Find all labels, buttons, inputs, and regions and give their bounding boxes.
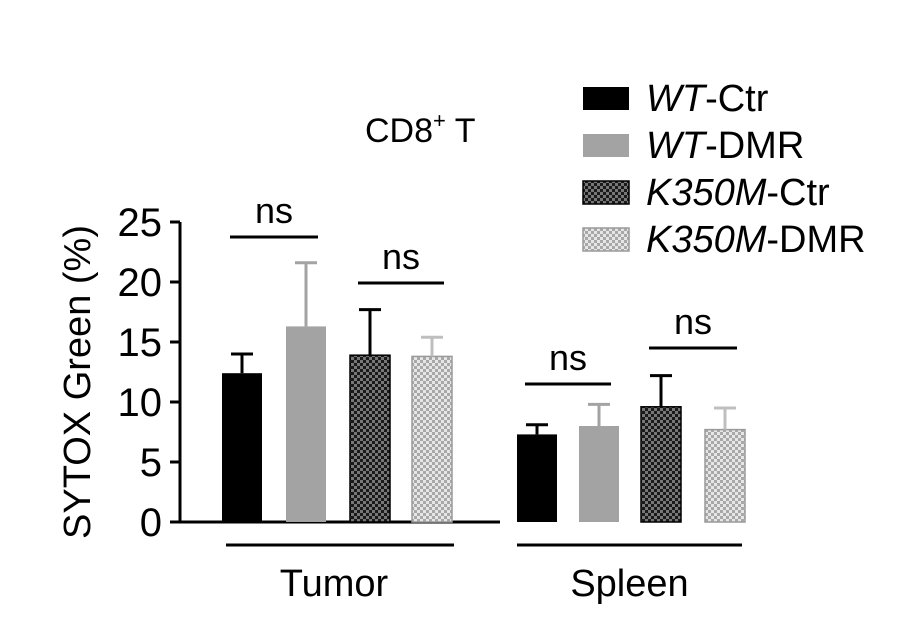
significance-label: ns (549, 337, 587, 378)
bars (222, 326, 746, 523)
legend-label: WT-DMR (646, 125, 804, 167)
significance-label: ns (674, 301, 712, 342)
y-tick-label: 25 (118, 201, 163, 245)
y-tick-label: 20 (118, 261, 163, 305)
y-axis-label: SYTOX Green (%) (57, 225, 99, 539)
bar (286, 326, 326, 522)
legend-label: K350M-Ctr (646, 172, 830, 214)
group-label: Tumor (280, 563, 389, 605)
significance-annotations: ns ns ns ns (230, 190, 737, 386)
legend-swatch (583, 134, 629, 157)
chart-title: CD8+ T (365, 108, 476, 150)
bar (222, 373, 262, 522)
y-tick-label: 15 (118, 321, 163, 365)
bar (349, 354, 391, 523)
y-tick-label: 0 (140, 501, 162, 545)
bar (640, 406, 682, 523)
bar (517, 434, 557, 522)
bar (411, 355, 453, 523)
y-tick-label: 5 (140, 441, 162, 485)
significance-label: ns (382, 236, 420, 277)
group-labels: Tumor Spleen (226, 543, 742, 605)
legend-label: K350M-DMR (646, 219, 866, 261)
legend-swatch (582, 227, 630, 252)
error-bars (231, 261, 736, 435)
bar (704, 428, 746, 523)
legend: WT-Ctr WT-DMR K350M-Ctr K350M-DMR (582, 78, 866, 261)
axes: 0 5 10 15 20 25 (118, 201, 500, 545)
group-label: Spleen (570, 563, 688, 605)
bar (579, 426, 619, 522)
legend-swatch (582, 180, 630, 205)
y-tick-label: 10 (118, 381, 163, 425)
significance-label: ns (255, 190, 293, 231)
legend-label: WT-Ctr (646, 78, 769, 120)
legend-swatch (583, 87, 629, 110)
